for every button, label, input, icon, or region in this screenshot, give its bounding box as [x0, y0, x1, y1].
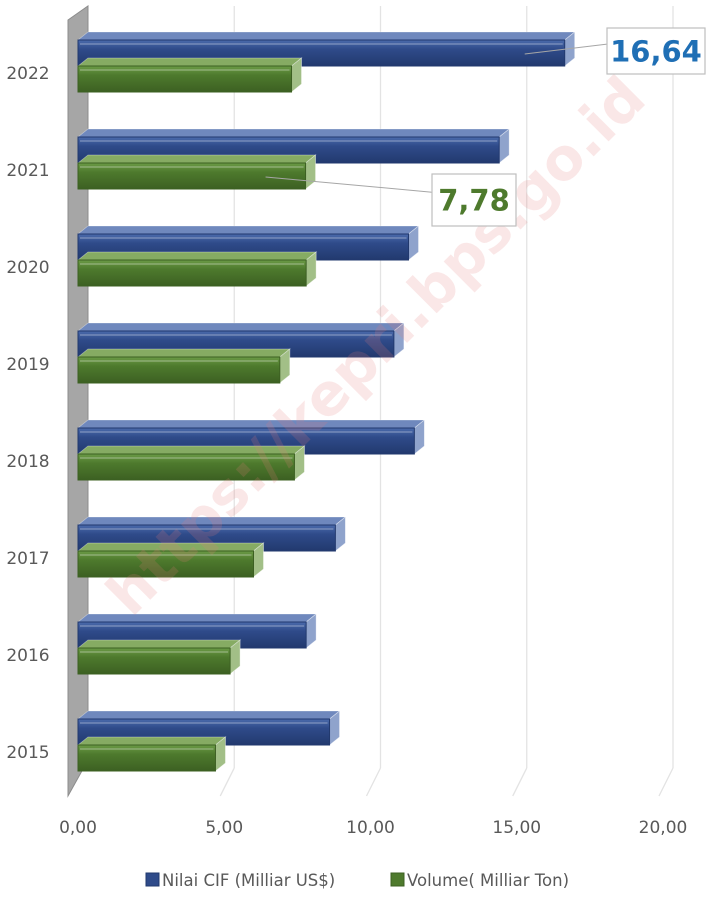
bar-nilai-cif-2017 — [76, 516, 347, 552]
y-category-label: 2017 — [6, 549, 49, 569]
bar-volume-2018 — [76, 445, 306, 481]
callout-leader-line — [524, 43, 608, 55]
callout-value-label: 16,64 — [610, 34, 702, 68]
bar-top-face — [76, 736, 227, 746]
bar-front-face — [77, 162, 307, 190]
callout-leader-line — [265, 176, 433, 193]
bar-front-face — [77, 453, 295, 481]
y-category-label: 2022 — [6, 64, 49, 84]
bar-front-face — [77, 647, 231, 675]
gridline-floor — [219, 767, 235, 797]
legend-swatch — [390, 872, 405, 887]
y-category-label: 2018 — [6, 452, 49, 472]
callout-value-label: 7,78 — [438, 183, 510, 217]
label-layer: 0,00 5,00 10,00 15,00 20,00 2022 2021 2020 2019 2… — [6, 64, 687, 838]
y-category-label: 2016 — [6, 646, 49, 666]
bar-top-face — [76, 348, 291, 358]
x-tick-label: 20,00 — [639, 818, 688, 838]
bar-volume-2015 — [76, 736, 227, 772]
callout-box — [431, 173, 517, 227]
bar-top-face — [76, 710, 341, 720]
bar-top-face — [76, 251, 318, 261]
bar-layer — [76, 31, 576, 772]
bar-top-face — [76, 639, 242, 649]
bar-top-face — [76, 128, 511, 138]
callout-layer: 16,64 7,78 — [265, 27, 706, 227]
axis-wall-panel — [67, 5, 89, 798]
bar-volume-2016 — [76, 639, 242, 675]
legend: Nilai CIF (Milliar US$) Volume( Milliar T… — [145, 871, 569, 890]
bar-front-face — [77, 259, 307, 287]
bar-top-face — [76, 154, 317, 164]
legend-entry-label: Nilai CIF (Milliar US$) — [162, 871, 335, 890]
x-tick-label: 0,00 — [59, 818, 97, 838]
gridline-floor — [658, 767, 674, 797]
bar-front-face — [77, 356, 281, 384]
x-tick-label: 15,00 — [492, 818, 541, 838]
bar-top-face — [76, 57, 303, 67]
bar-front-face — [77, 744, 216, 772]
bar-volume-2019 — [76, 348, 291, 384]
x-tick-label: 10,00 — [346, 818, 395, 838]
bar-top-face — [76, 31, 576, 41]
y-category-label: 2019 — [6, 355, 49, 375]
legend-entry-label: Volume( Milliar Ton) — [407, 871, 569, 890]
y-category-label: 2021 — [6, 161, 49, 181]
bar-volume-2017 — [76, 542, 265, 578]
bar-volume-2020 — [76, 251, 318, 287]
axis-wall — [67, 5, 89, 798]
bar-top-face — [76, 225, 420, 235]
x-tick-label: 5,00 — [205, 818, 243, 838]
callout-box — [606, 27, 706, 75]
legend-swatch — [145, 872, 160, 887]
bar-front-face — [77, 39, 566, 67]
y-category-label: 2020 — [6, 258, 49, 278]
bar-volume-2022 — [76, 57, 303, 93]
gridline-floor — [512, 767, 528, 797]
bar-front-face — [77, 550, 254, 578]
bar-top-face — [76, 613, 318, 623]
gridline-floor — [365, 767, 382, 797]
bar-nilai-cif-2022 — [76, 31, 576, 67]
bar-volume-2021 — [76, 154, 317, 190]
y-category-label: 2015 — [6, 743, 49, 763]
bar-front-face — [77, 65, 293, 93]
